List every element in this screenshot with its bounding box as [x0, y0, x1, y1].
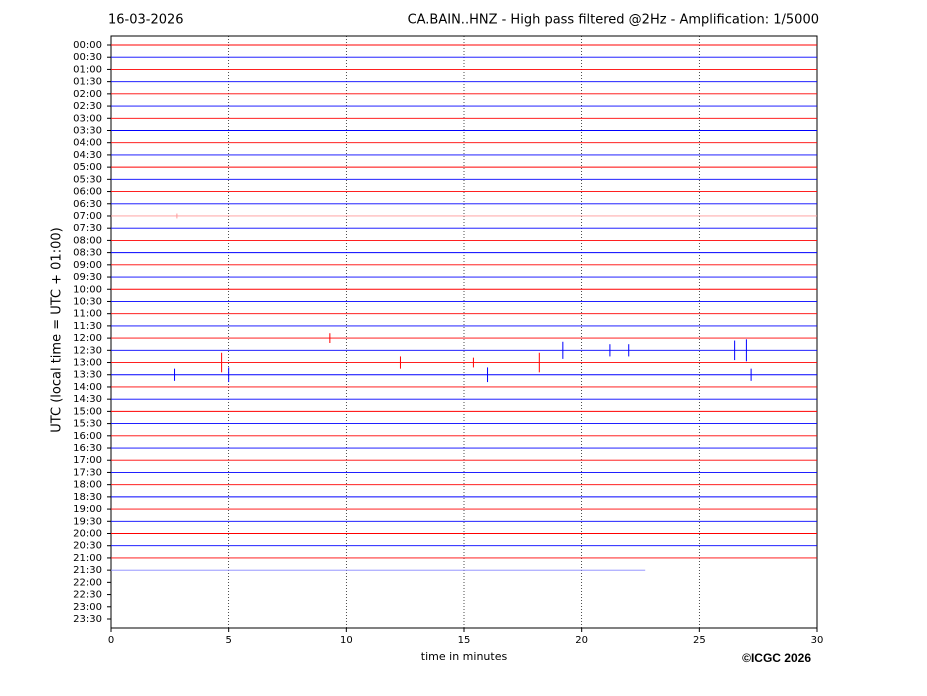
x-tick-label: 10 [340, 635, 353, 646]
y-tick-label: 21:00 [73, 553, 102, 564]
x-tick-label: 30 [811, 635, 824, 646]
y-tick-label: 19:00 [73, 504, 102, 515]
y-tick-label: 03:00 [73, 113, 102, 124]
y-tick-label: 09:30 [73, 272, 102, 283]
y-tick-label: 09:00 [73, 260, 102, 271]
y-tick-label: 18:30 [73, 492, 102, 503]
y-tick-label: 00:00 [73, 40, 102, 51]
y-tick-label: 08:30 [73, 248, 102, 259]
y-tick-label: 06:30 [73, 199, 102, 210]
y-tick-label: 23:00 [73, 602, 102, 613]
y-tick-label: 02:00 [73, 89, 102, 100]
y-tick-label: 01:30 [73, 77, 102, 88]
y-tick-label: 10:30 [73, 296, 102, 307]
y-tick-label: 13:30 [73, 370, 102, 381]
y-tick-label: 15:30 [73, 419, 102, 430]
y-tick-label: 17:30 [73, 467, 102, 478]
y-tick-label: 22:00 [73, 577, 102, 588]
y-tick-label: 19:30 [73, 516, 102, 527]
y-tick-label: 12:30 [73, 345, 102, 356]
y-tick-label: 07:00 [73, 211, 102, 222]
y-tick-label: 14:00 [73, 382, 102, 393]
y-tick-label: 20:30 [73, 541, 102, 552]
y-tick-label: 21:30 [73, 565, 102, 576]
y-tick-label: 02:30 [73, 101, 102, 112]
y-tick-label: 04:00 [73, 138, 102, 149]
y-tick-label: 04:30 [73, 150, 102, 161]
y-tick-label: 16:30 [73, 443, 102, 454]
y-tick-label: 11:00 [73, 309, 102, 320]
y-tick-label: 16:00 [73, 431, 102, 442]
y-tick-label: 05:30 [73, 174, 102, 185]
x-tick-label: 15 [458, 635, 471, 646]
x-tick-label: 5 [225, 635, 231, 646]
y-tick-label: 23:30 [73, 614, 102, 625]
y-tick-label: 05:00 [73, 162, 102, 173]
y-tick-label: 06:00 [73, 187, 102, 198]
y-axis-label: UTC (local time = UTC + 01:00) [50, 227, 65, 432]
chart-title: CA.BAIN..HNZ - High pass filtered @2Hz -… [408, 13, 819, 28]
y-tick-label: 10:00 [73, 284, 102, 295]
y-tick-label: 17:00 [73, 455, 102, 466]
y-tick-label: 01:00 [73, 64, 102, 75]
x-tick-label: 25 [693, 635, 706, 646]
y-tick-label: 18:00 [73, 480, 102, 491]
y-tick-label: 07:30 [73, 223, 102, 234]
y-tick-label: 13:00 [73, 358, 102, 369]
y-tick-label: 15:00 [73, 406, 102, 417]
copyright: ©ICGC 2026 [742, 651, 811, 665]
x-axis-label: time in minutes [421, 650, 508, 663]
plot-frame [110, 35, 818, 629]
y-tick-label: 12:00 [73, 333, 102, 344]
y-tick-label: 20:00 [73, 529, 102, 540]
x-tick-label: 0 [108, 635, 114, 646]
y-tick-label: 11:30 [73, 321, 102, 332]
y-tick-label: 14:30 [73, 394, 102, 405]
x-tick-label: 20 [575, 635, 588, 646]
y-tick-label: 08:00 [73, 235, 102, 246]
y-tick-label: 22:30 [73, 590, 102, 601]
y-tick-label: 00:30 [73, 52, 102, 63]
date: 16-03-2026 [108, 13, 184, 28]
y-tick-label: 03:30 [73, 125, 102, 136]
